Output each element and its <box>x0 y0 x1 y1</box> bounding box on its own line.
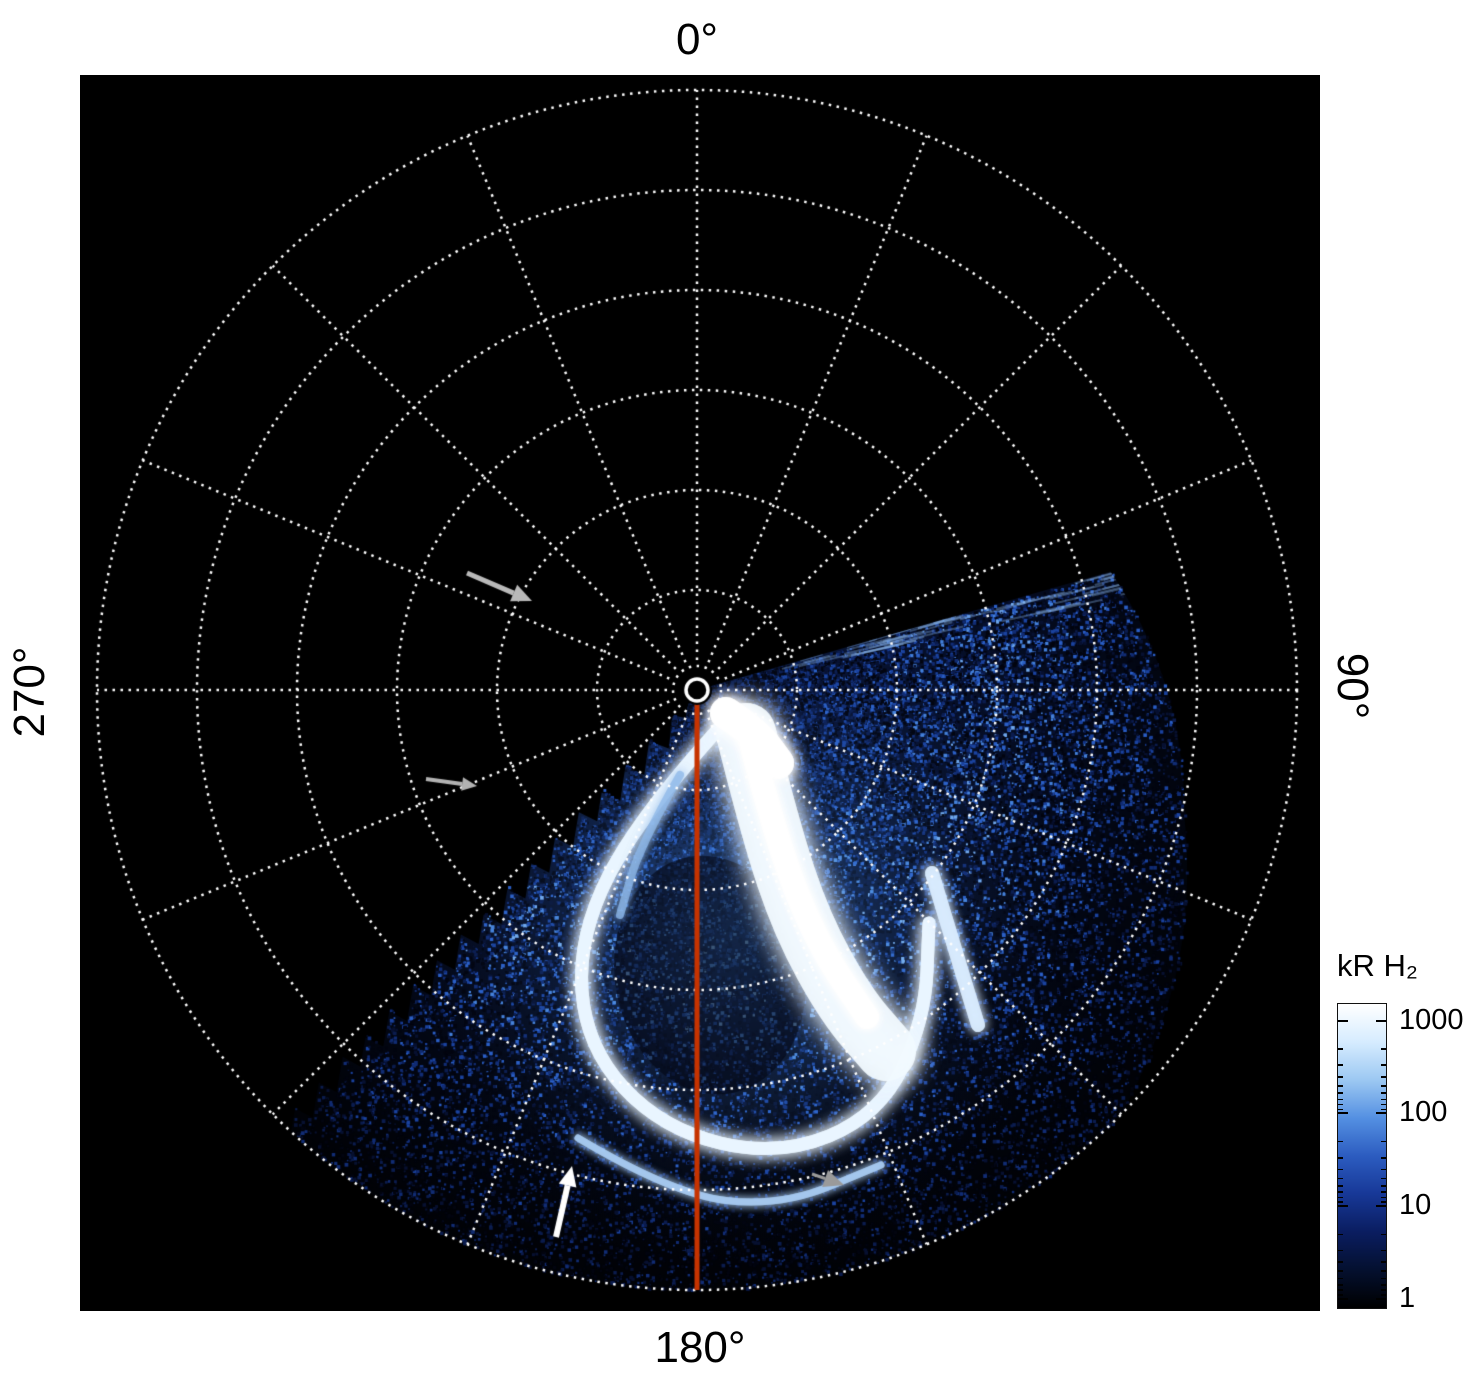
colorbar-minor-tick <box>1338 1168 1343 1171</box>
colorbar-minor-tick <box>1381 1270 1386 1272</box>
colorbar-minor-tick <box>1381 1098 1386 1101</box>
colorbar-major-tick <box>1338 1112 1348 1115</box>
angle-label-270: 270° <box>5 646 54 738</box>
colorbar-minor-tick <box>1338 1185 1343 1187</box>
colorbar-minor-tick <box>1338 1085 1343 1087</box>
colorbar-minor-tick <box>1381 1092 1386 1094</box>
angle-label-180: 180° <box>654 1323 746 1372</box>
colorbar-minor-tick <box>1338 1092 1343 1094</box>
colorbar-major-tick <box>1338 1297 1348 1300</box>
colorbar-tick-label: 10 <box>1399 1189 1432 1222</box>
colorbar-minor-tick <box>1338 1284 1343 1286</box>
colorbar-minor-tick <box>1338 1140 1343 1143</box>
colorbar-tick-label: 1 <box>1399 1281 1416 1314</box>
colorbar-minor-tick <box>1338 1098 1343 1101</box>
colorbar-minor-tick <box>1381 1289 1386 1291</box>
colorbar-major-tick <box>1376 1112 1386 1115</box>
colorbar-major-tick <box>1338 1019 1348 1022</box>
colorbar-minor-tick <box>1338 1177 1343 1180</box>
plot-area <box>80 75 1320 1311</box>
colorbar-minor-tick <box>1381 1168 1386 1171</box>
colorbar-minor-tick <box>1338 1157 1343 1159</box>
colorbar-minor-tick <box>1381 1108 1386 1111</box>
colorbar-tick-label: 100 <box>1399 1096 1448 1129</box>
colorbar-minor-tick <box>1381 1185 1386 1187</box>
colorbar-gradient <box>1337 1003 1387 1309</box>
colorbar-tick-label: 1000 <box>1399 1003 1464 1036</box>
colorbar-minor-tick <box>1338 1108 1343 1111</box>
colorbar-minor-tick <box>1381 1277 1386 1280</box>
colorbar-minor-tick <box>1338 1270 1343 1272</box>
colorbar-minor-tick <box>1381 1294 1386 1296</box>
colorbar-minor-tick <box>1381 1261 1386 1263</box>
colorbar-minor-tick <box>1381 1284 1386 1286</box>
colorbar-minor-tick <box>1381 1048 1386 1050</box>
colorbar-minor-tick <box>1381 1233 1386 1236</box>
colorbar-minor-tick <box>1381 1177 1386 1180</box>
colorbar-minor-tick <box>1381 1064 1386 1066</box>
colorbar-minor-tick <box>1338 1277 1343 1280</box>
colorbar-minor-tick <box>1338 1048 1343 1050</box>
colorbar-major-tick <box>1338 1205 1348 1208</box>
colorbar-minor-tick <box>1381 1191 1386 1193</box>
colorbar-minor-tick <box>1338 1294 1343 1296</box>
colorbar-title: kR H₂ <box>1337 948 1418 983</box>
colorbar-minor-tick <box>1338 1064 1343 1066</box>
colorbar-minor-tick <box>1381 1201 1386 1203</box>
colorbar-minor-tick <box>1338 1249 1343 1252</box>
colorbar-minor-tick <box>1338 1191 1343 1193</box>
colorbar-major-tick <box>1376 1019 1386 1022</box>
colorbar-minor-tick <box>1338 1289 1343 1291</box>
colorbar-minor-tick <box>1381 1103 1386 1106</box>
colorbar-minor-tick <box>1381 1076 1386 1078</box>
colorbar-minor-tick <box>1338 1196 1343 1199</box>
polar-plot-canvas <box>80 75 1320 1311</box>
colorbar-minor-tick <box>1381 1157 1386 1159</box>
colorbar-minor-tick <box>1381 1196 1386 1199</box>
angle-label-90: 90° <box>1328 652 1377 720</box>
colorbar: kR H₂ 1000 100 10 1 <box>1337 950 1481 1350</box>
colorbar-minor-tick <box>1338 1076 1343 1078</box>
colorbar-minor-tick <box>1338 1261 1343 1263</box>
colorbar-major-tick <box>1376 1297 1386 1300</box>
colorbar-minor-tick <box>1338 1201 1343 1203</box>
colorbar-minor-tick <box>1338 1103 1343 1106</box>
colorbar-minor-tick <box>1338 1233 1343 1236</box>
colorbar-minor-tick <box>1381 1085 1386 1087</box>
colorbar-minor-tick <box>1381 1140 1386 1143</box>
colorbar-major-tick <box>1376 1205 1386 1208</box>
colorbar-minor-tick <box>1381 1249 1386 1252</box>
angle-label-0: 0° <box>675 15 719 64</box>
